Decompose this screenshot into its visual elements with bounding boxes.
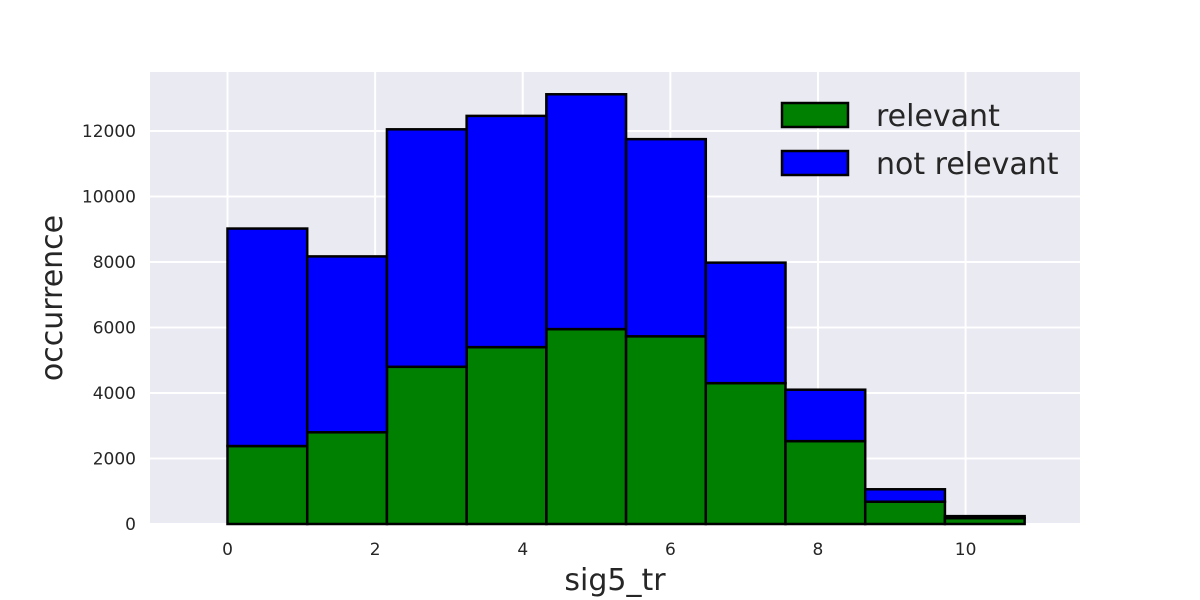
bar-not-relevant	[624, 137, 708, 338]
y-tick-label: 4000	[93, 384, 136, 404]
bar-not-relevant	[226, 227, 309, 448]
bar-not-relevant	[784, 388, 867, 443]
y-axis-label: occurrence	[35, 215, 70, 381]
bar-relevant	[545, 327, 628, 526]
bar-relevant	[226, 444, 309, 526]
y-tick-label: 2000	[93, 449, 136, 469]
y-tick-labels: 0 2000 4000 6000 8000 10000 12000	[82, 122, 136, 535]
bar-not-relevant	[305, 255, 389, 434]
legend-swatch	[780, 101, 850, 129]
bar-relevant	[305, 431, 389, 526]
y-tick-label: 8000	[93, 253, 136, 273]
bar-relevant	[385, 365, 468, 526]
x-tick-label: 2	[370, 540, 381, 560]
bars	[226, 93, 1026, 526]
bar-not-relevant	[863, 488, 947, 503]
bar-relevant	[863, 500, 947, 526]
bar-relevant	[704, 381, 787, 526]
bar-not-relevant	[385, 128, 468, 369]
x-tick-label: 6	[665, 540, 676, 560]
x-axis-label: sig5_tr	[564, 563, 666, 598]
bar-relevant	[784, 439, 867, 526]
bar-relevant	[465, 345, 548, 526]
x-tick-label: 8	[813, 540, 824, 560]
x-tick-label: 0	[222, 540, 233, 560]
bar-not-relevant	[545, 93, 628, 331]
y-tick-label: 6000	[93, 318, 136, 338]
x-tick-label: 10	[955, 540, 977, 560]
bar-not-relevant	[465, 114, 548, 349]
legend: relevant not relevant	[780, 99, 1059, 182]
legend-label: not relevant	[876, 147, 1059, 182]
legend-label: relevant	[876, 99, 1000, 134]
bar-not-relevant	[704, 261, 787, 385]
y-tick-label: 0	[125, 515, 136, 535]
bar-relevant	[624, 335, 708, 526]
y-tick-label: 12000	[82, 122, 136, 142]
x-tick-label: 4	[517, 540, 528, 560]
y-tick-label: 10000	[82, 187, 136, 207]
legend-swatch	[780, 149, 850, 177]
x-tick-labels: 0 2 4 6 8 10	[222, 540, 976, 560]
bar-not-relevant	[943, 514, 1026, 520]
